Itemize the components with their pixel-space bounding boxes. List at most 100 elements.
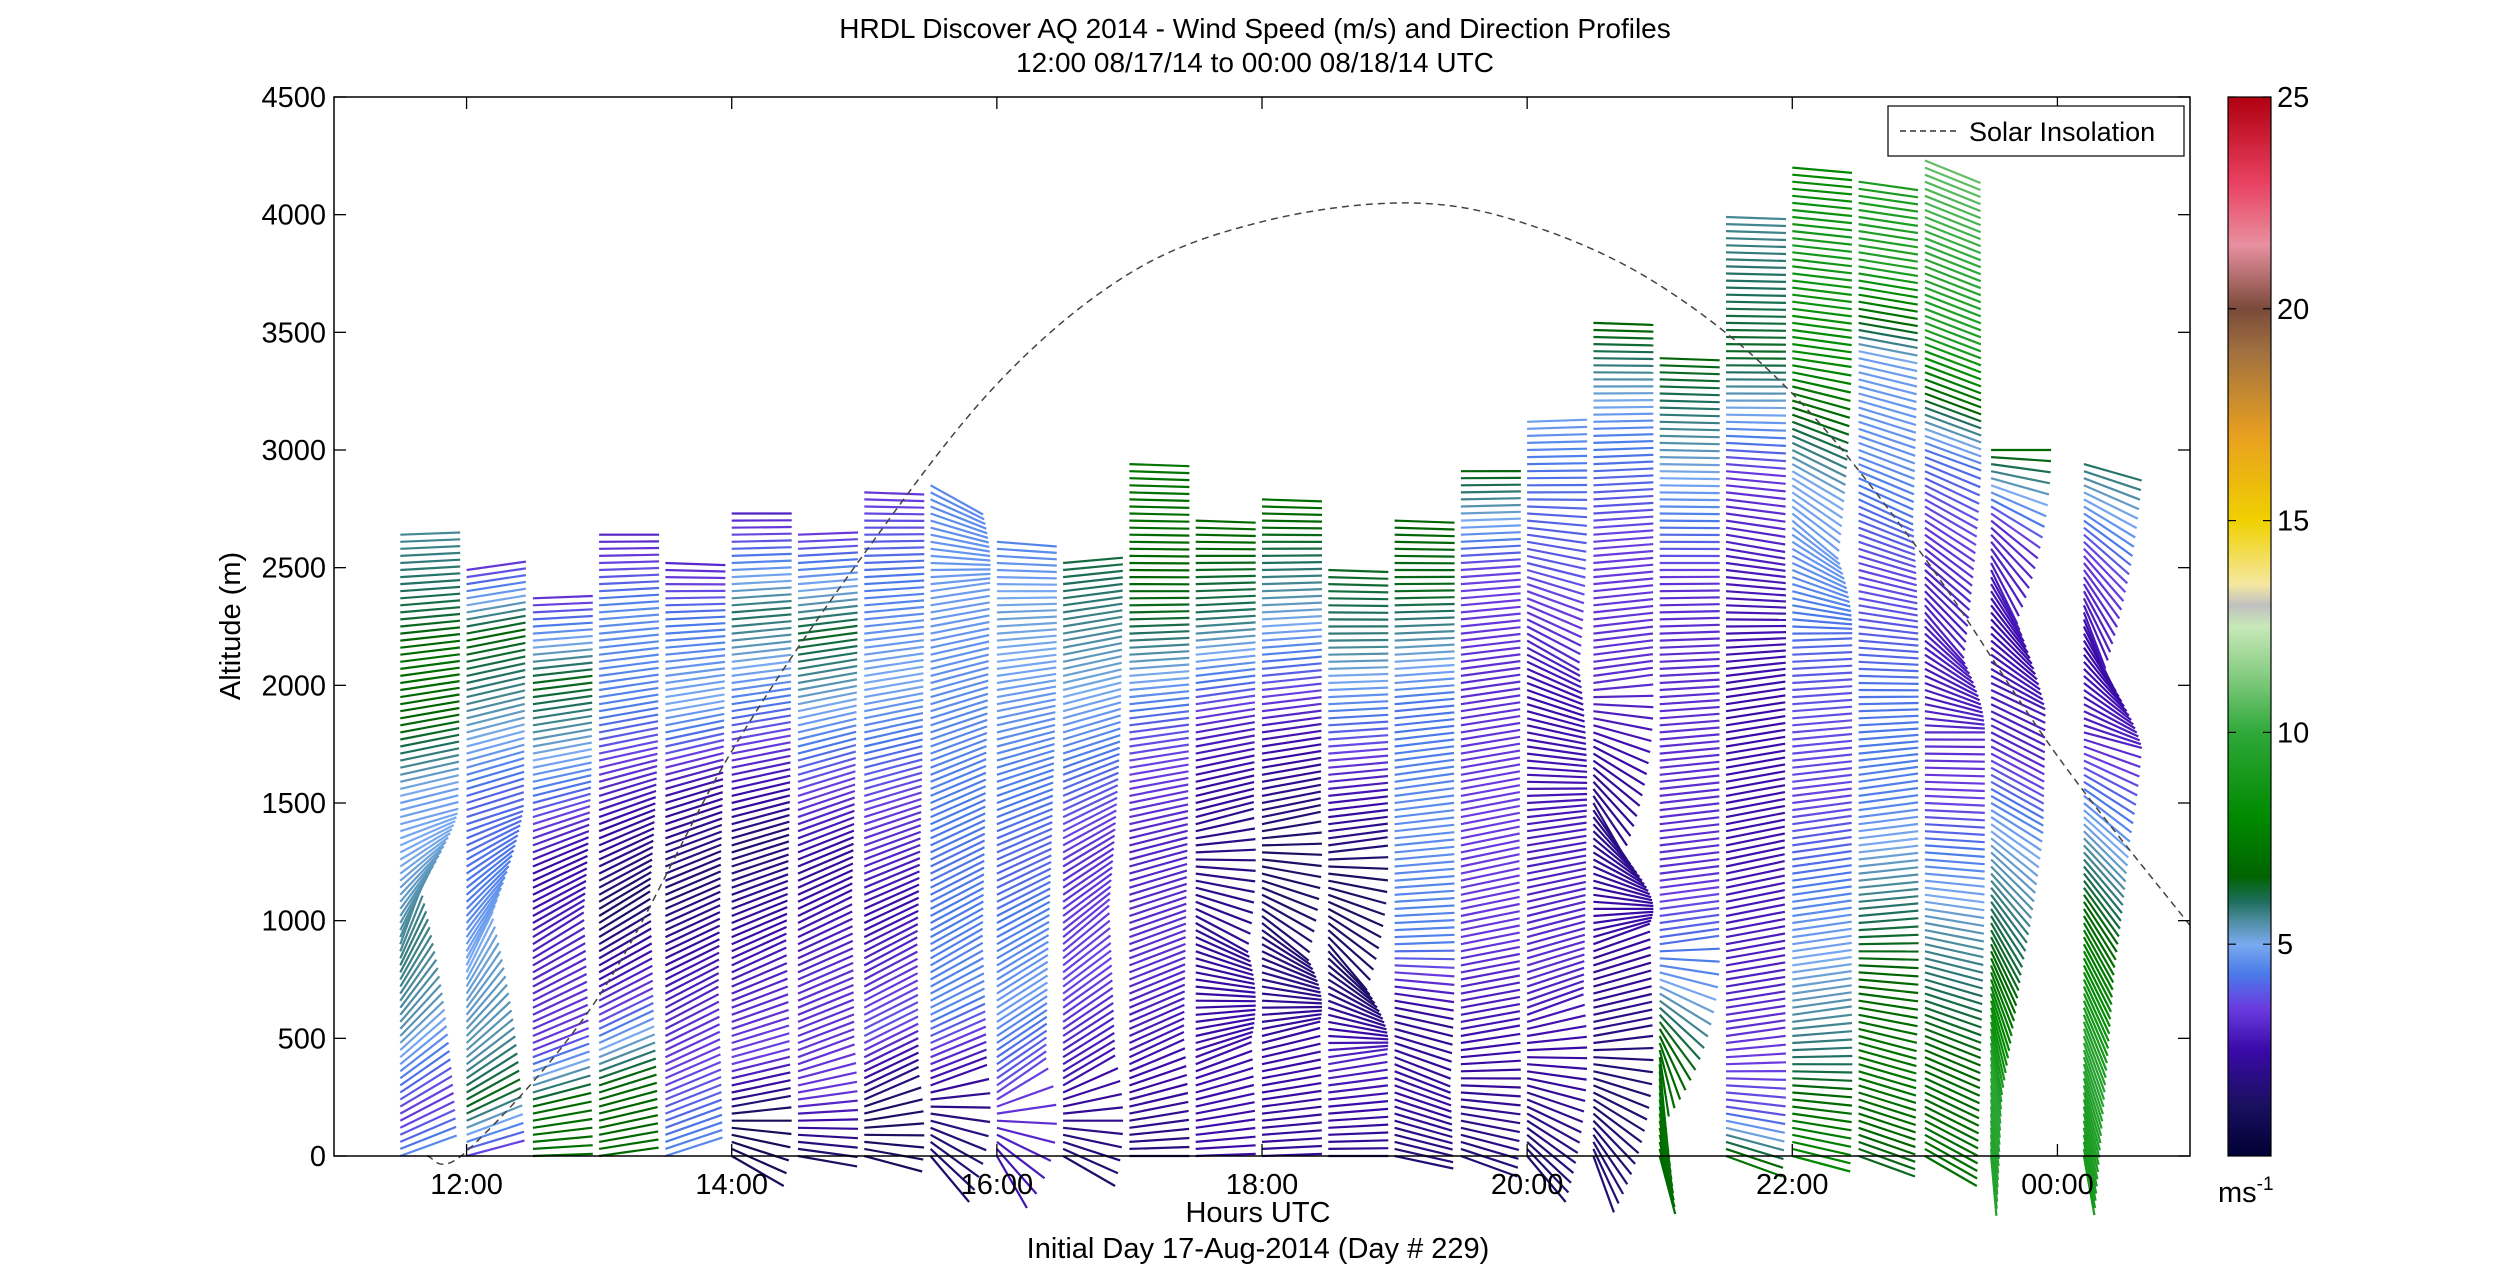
wind-barb	[1659, 992, 1712, 1026]
wind-barb	[1990, 555, 2024, 608]
wind-barb	[1725, 1077, 1787, 1081]
wind-barb	[1924, 773, 1985, 778]
wind-barb	[1128, 983, 1186, 1009]
wind-barb	[864, 505, 925, 509]
wind-barb	[1327, 943, 1368, 991]
wind-barb	[1394, 853, 1455, 861]
wind-barb	[665, 752, 724, 769]
wind-barb	[1394, 670, 1455, 677]
wind-barb	[797, 1062, 857, 1080]
wind-barb	[466, 824, 521, 854]
wind-barb	[1195, 787, 1255, 805]
wind-barb	[1858, 1013, 1918, 1028]
wind-barb	[797, 737, 857, 755]
wind-barb	[1990, 597, 2027, 648]
wind-barb	[996, 540, 1057, 548]
wind-barb	[1792, 746, 1853, 755]
wind-barb	[1394, 697, 1455, 706]
wind-barb	[1261, 957, 1318, 983]
wind-barb	[399, 1066, 452, 1101]
wind-barb	[1659, 484, 1720, 488]
wind-profile-column	[797, 531, 859, 1168]
wind-barb	[1725, 735, 1786, 748]
wind-barb	[1460, 917, 1520, 932]
wind-barb	[1195, 1058, 1253, 1080]
wind-barb	[863, 916, 919, 946]
wind-barb	[1195, 1126, 1256, 1136]
wind-barb	[1593, 977, 1652, 995]
wind-barb	[1858, 223, 1919, 235]
wind-barb	[532, 674, 593, 685]
wind-barb	[1394, 1034, 1453, 1055]
wind-barb	[1328, 1092, 1389, 1101]
wind-barb	[1261, 588, 1323, 593]
wind-barb	[930, 798, 986, 826]
wind-barb	[1792, 787, 1852, 797]
wind-barb	[465, 1009, 513, 1051]
wind-barb	[1725, 846, 1786, 861]
wind-barb	[1394, 765, 1455, 776]
wind-barb	[2083, 569, 2121, 620]
wind-barb	[797, 691, 858, 706]
wind-barb	[1924, 724, 1985, 730]
wind-barb	[1129, 1082, 1188, 1101]
wind-barb	[1460, 832, 1520, 847]
wind-barb	[1725, 990, 1786, 1002]
wind-barb	[2083, 703, 2138, 734]
wind-barb	[1924, 272, 1982, 297]
wind-barb	[731, 606, 792, 614]
wind-barb	[731, 962, 788, 988]
wind-barb	[466, 804, 525, 826]
wind-barb	[400, 700, 460, 713]
wind-barb	[731, 1063, 791, 1080]
wind-barb	[797, 651, 858, 663]
wind-barb	[1195, 893, 1254, 914]
wind-barb	[598, 827, 655, 854]
wind-barb	[465, 904, 496, 959]
wind-barb	[1725, 784, 1786, 797]
wind-barb	[1062, 979, 1113, 1016]
wind-barb	[1725, 215, 1787, 221]
wind-barb	[466, 814, 523, 840]
wind-barb	[797, 757, 857, 776]
wind-barb	[1924, 674, 1981, 702]
wind-barb	[1990, 477, 2050, 496]
wind-barb	[1659, 519, 1720, 523]
wind-barb	[996, 1036, 1048, 1073]
wind-barb	[1460, 517, 1521, 522]
wind-barb	[1858, 794, 1919, 805]
wind-barb	[930, 540, 990, 553]
wind-barb	[1261, 907, 1313, 943]
wind-barb	[1526, 933, 1586, 953]
wind-barb	[532, 694, 593, 706]
wind-barb	[930, 601, 990, 614]
wind-barb	[598, 852, 654, 882]
wind-barb	[731, 1106, 792, 1115]
wind-barb	[1792, 279, 1853, 289]
wind-barb	[1062, 759, 1120, 783]
wind-barb	[1924, 752, 1985, 756]
wind-barb	[1791, 427, 1849, 453]
wind-barb	[1394, 949, 1455, 953]
wind-barb	[1129, 856, 1188, 875]
wind-barb	[1792, 857, 1852, 868]
wind-barb	[1261, 722, 1322, 734]
wind-barb	[599, 620, 659, 628]
wind-barb	[731, 814, 790, 833]
wind-barb	[1526, 1155, 1567, 1203]
wind-barb	[1394, 823, 1455, 833]
wind-barb	[1261, 1074, 1322, 1087]
wind-barb	[1858, 880, 1919, 889]
wind-barb	[1659, 664, 1720, 670]
wind-barb	[1328, 583, 1389, 587]
wind-barb	[1791, 477, 1844, 511]
wind-barb	[1792, 1038, 1853, 1045]
wind-barb	[930, 561, 991, 567]
wind-barb	[1592, 858, 1647, 889]
wind-barb	[400, 686, 460, 699]
wind-barb	[532, 748, 593, 762]
wind-barb	[1924, 265, 1982, 290]
wind-barb	[1858, 1063, 1917, 1082]
wind-barb	[1129, 663, 1190, 670]
wind-barb	[465, 865, 510, 910]
